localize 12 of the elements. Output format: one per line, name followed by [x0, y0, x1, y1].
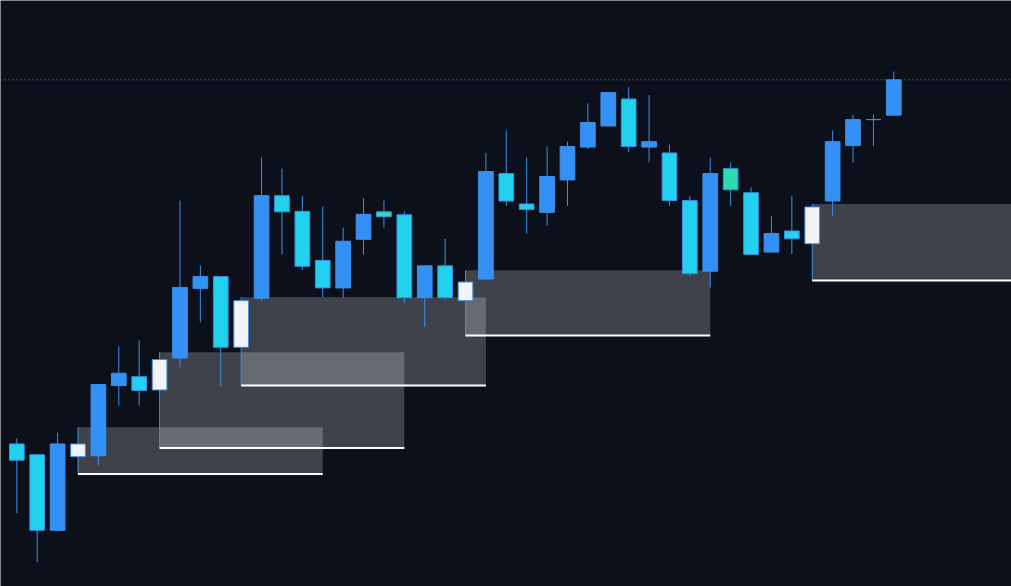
- candlestick: [110, 345, 127, 407]
- candlestick: [376, 200, 392, 229]
- candlestick: [131, 339, 148, 407]
- candlestick: [8, 438, 25, 514]
- candlestick: [518, 156, 535, 234]
- candlestick: [274, 168, 290, 256]
- candlestick: [722, 161, 739, 207]
- candlestick: [784, 195, 800, 255]
- candlestick: [763, 215, 780, 253]
- candlestick: [192, 264, 209, 323]
- candlestick: [641, 94, 657, 163]
- candlestick: [865, 114, 882, 147]
